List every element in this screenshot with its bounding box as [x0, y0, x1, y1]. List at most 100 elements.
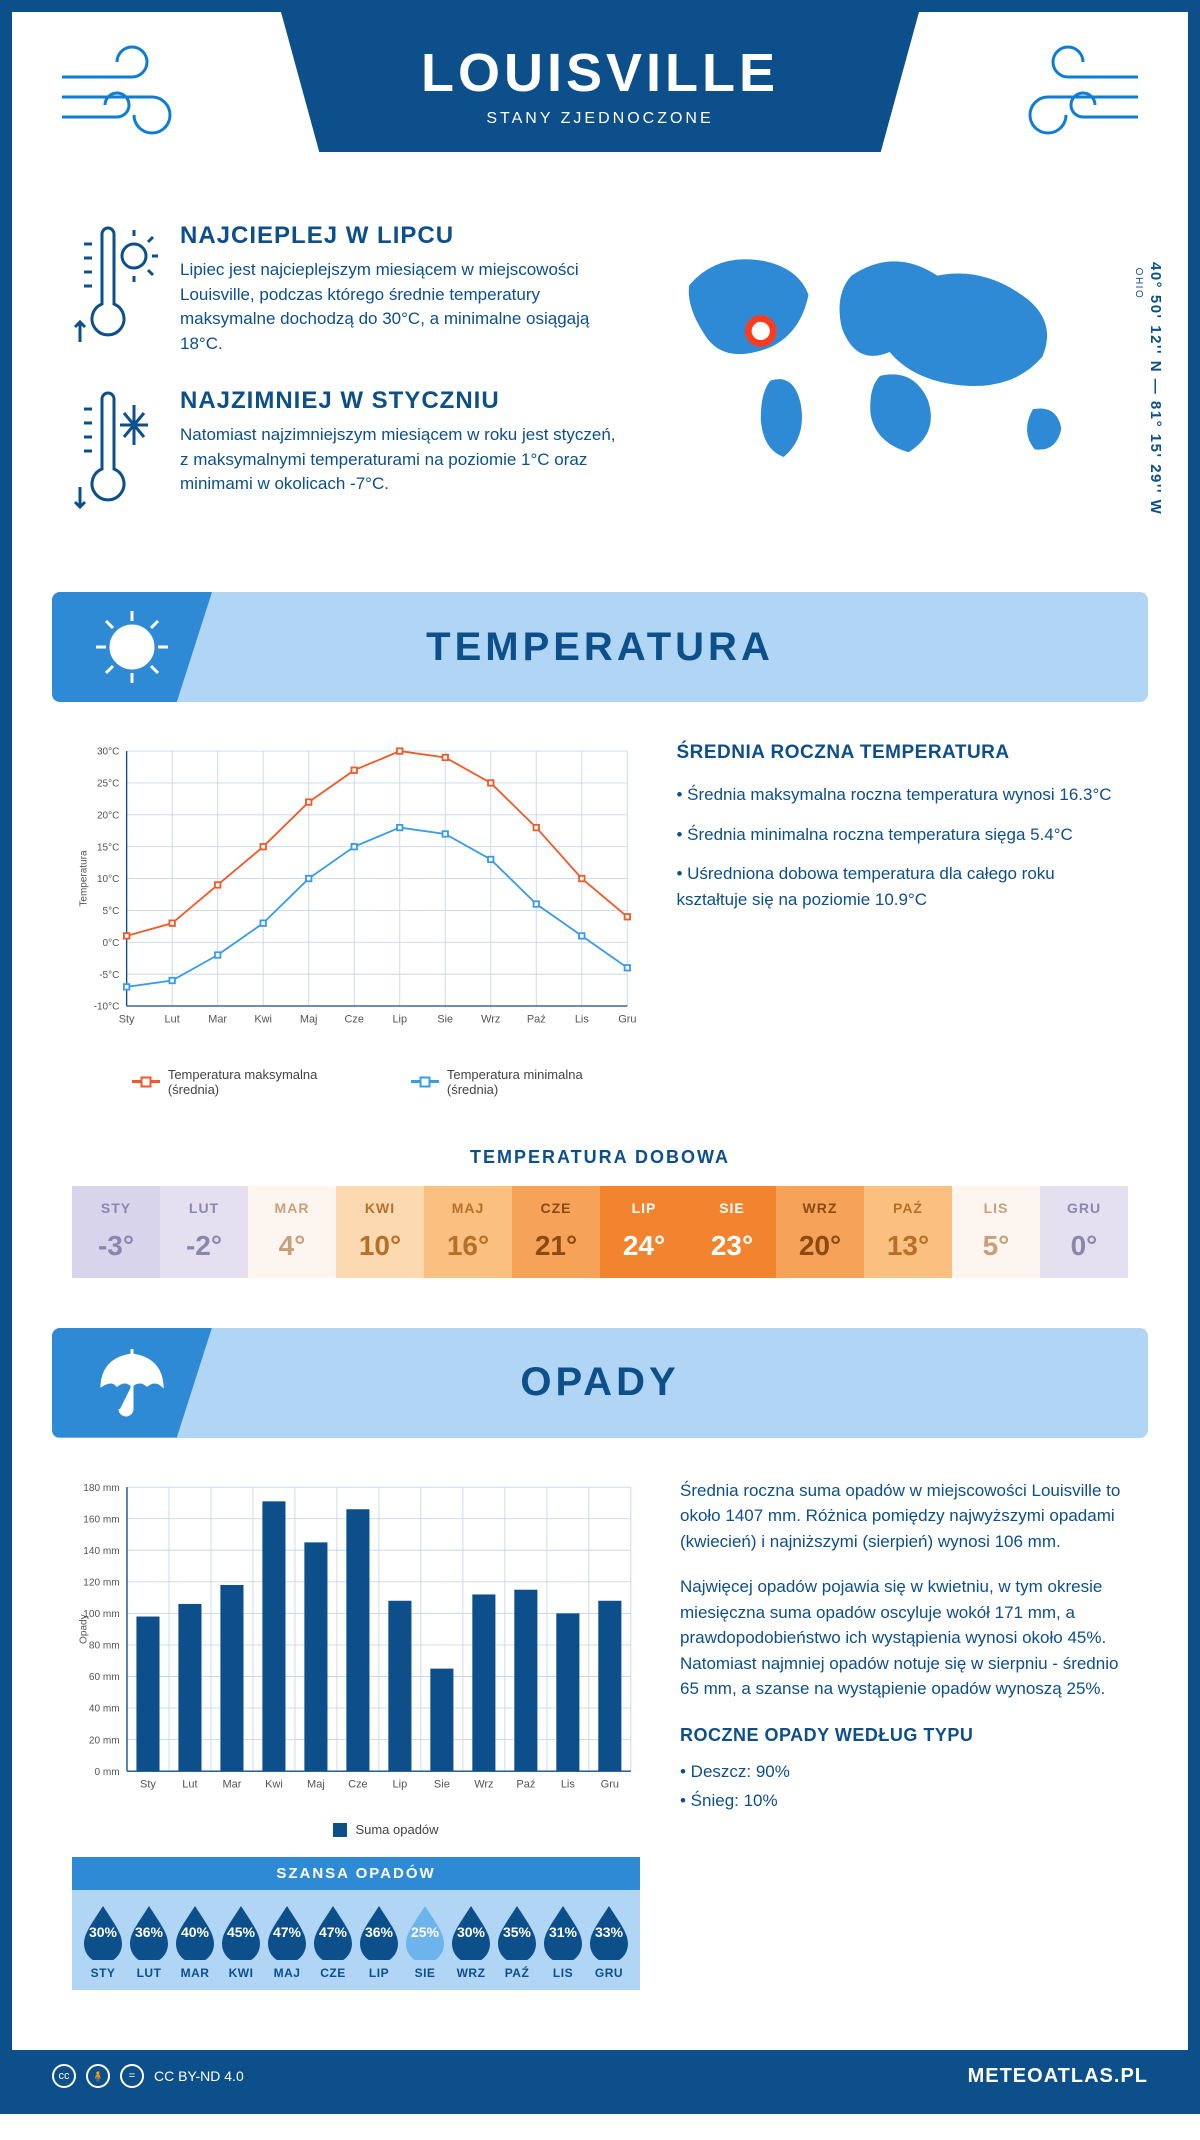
svg-text:Mar: Mar	[222, 1778, 241, 1790]
map-col: 40° 50' 12'' N — 81° 15' 29'' W OHIO	[651, 222, 1128, 552]
daily-cell: LUT-2°	[160, 1186, 248, 1278]
daily-value: 23°	[688, 1230, 776, 1262]
footer-license: cc 🧍 = CC BY-ND 4.0	[52, 2064, 244, 2088]
daily-temp-title: TEMPERATURA DOBOWA	[12, 1147, 1188, 1168]
temperature-title: TEMPERATURA	[426, 625, 774, 670]
chance-month: MAR	[172, 1966, 218, 1980]
footer-site: METEOATLAS.PL	[968, 2065, 1148, 2088]
precip-legend: Suma opadów	[72, 1812, 640, 1837]
by-icon: 🧍	[86, 2064, 110, 2088]
intro-text-col: NAJCIEPLEJ W LIPCU Lipiec jest najcieple…	[72, 222, 621, 552]
thermometer-hot-icon	[72, 222, 162, 357]
precip-legend-label: Suma opadów	[355, 1822, 438, 1837]
drop-icon: 33%	[586, 1904, 632, 1960]
svg-text:Sie: Sie	[434, 1778, 450, 1790]
drop-icon: 25%	[402, 1904, 448, 1960]
chance-cell: 36% LUT	[126, 1904, 172, 1980]
precip-type-block: ROCZNE OPADY WEDŁUG TYPU • Deszcz: 90%• …	[680, 1722, 1128, 1814]
svg-text:30°C: 30°C	[97, 747, 119, 758]
daily-month: LIS	[952, 1200, 1040, 1216]
wind-icon	[1008, 42, 1148, 152]
svg-text:Maj: Maj	[300, 1013, 318, 1025]
chance-cell: 33% GRU	[586, 1904, 632, 1980]
coords-value: 40° 50' 12'' N — 81° 15' 29'' W	[1147, 262, 1164, 515]
umbrella-icon	[52, 1328, 212, 1438]
svg-text:0 mm: 0 mm	[94, 1766, 119, 1777]
country-subtitle: STANY ZJEDNOCZONE	[421, 110, 779, 128]
precip-para-1: Średnia roczna suma opadów w miejscowośc…	[680, 1478, 1128, 1555]
svg-text:Wrz: Wrz	[481, 1013, 500, 1025]
svg-text:0°C: 0°C	[103, 938, 120, 949]
svg-text:120 mm: 120 mm	[83, 1577, 119, 1588]
svg-text:40 mm: 40 mm	[89, 1703, 120, 1714]
daily-month: WRZ	[776, 1200, 864, 1216]
temperature-section-header: TEMPERATURA	[52, 592, 1148, 702]
daily-temp-grid: STY-3°LUT-2°MAR4°KWI10°MAJ16°CZE21°LIP24…	[72, 1186, 1128, 1278]
svg-text:25°C: 25°C	[97, 779, 119, 790]
precip-row: 0 mm20 mm40 mm60 mm80 mm100 mm120 mm140 …	[12, 1438, 1188, 2011]
svg-text:Kwi: Kwi	[265, 1778, 283, 1790]
svg-text:15°C: 15°C	[97, 842, 119, 853]
svg-text:Lut: Lut	[165, 1013, 180, 1025]
svg-text:-10°C: -10°C	[94, 1002, 120, 1013]
svg-text:Gru: Gru	[601, 1778, 619, 1790]
daily-cell: LIP24°	[600, 1186, 688, 1278]
precip-type-line: • Śnieg: 10%	[680, 1788, 1128, 1814]
coords-region: OHIO	[1133, 268, 1144, 300]
svg-text:5°C: 5°C	[103, 906, 120, 917]
daily-cell: WRZ 20°	[776, 1186, 864, 1278]
footer: cc 🧍 = CC BY-ND 4.0 METEOATLAS.PL	[12, 2050, 1188, 2102]
thermometer-cold-icon	[72, 387, 162, 522]
svg-text:Lis: Lis	[561, 1778, 576, 1790]
infographic-page: LOUISVILLE STANY ZJEDNOCZONE NAJCIEPLEJ …	[0, 0, 1200, 2114]
daily-cell: MAR4°	[248, 1186, 336, 1278]
chance-cell: 30% STY	[80, 1904, 126, 1980]
svg-text:Sty: Sty	[119, 1013, 135, 1025]
svg-text:Kwi: Kwi	[254, 1013, 272, 1025]
precip-type-heading: ROCZNE OPADY WEDŁUG TYPU	[680, 1722, 1128, 1749]
svg-text:Lip: Lip	[393, 1778, 408, 1790]
precip-section-header: OPADY	[52, 1328, 1148, 1438]
daily-cell: MAJ16°	[424, 1186, 512, 1278]
daily-cell: STY -3°	[72, 1186, 160, 1278]
precip-chart-col: 0 mm20 mm40 mm60 mm80 mm100 mm120 mm140 …	[72, 1478, 640, 1991]
coldest-title: NAJZIMNIEJ W STYCZNIU	[180, 387, 621, 415]
temperature-legend: .legend-swatch[style*='#ef5a28']::after{…	[72, 1057, 636, 1097]
wind-icon	[52, 42, 192, 152]
svg-text:Sie: Sie	[437, 1013, 453, 1025]
temp-bullet: • Średnia minimalna roczna temperatura s…	[676, 822, 1128, 848]
precip-summary: Średnia roczna suma opadów w miejscowośc…	[680, 1478, 1128, 1991]
hottest-block: NAJCIEPLEJ W LIPCU Lipiec jest najcieple…	[72, 222, 621, 357]
svg-text:Cze: Cze	[348, 1778, 368, 1790]
hottest-title: NAJCIEPLEJ W LIPCU	[180, 222, 621, 250]
temperature-chart: -10°C-5°C0°C5°C10°C15°C20°C25°C30°CStyLu…	[72, 742, 636, 1097]
daily-cell: CZE21°	[512, 1186, 600, 1278]
chance-month: LIP	[356, 1966, 402, 1980]
legend-item: .legend-swatch[style*='#3a9be8']::after{…	[411, 1067, 636, 1097]
chance-panel: SZANSA OPADÓW 30% STY 36% LUT 40% MAR 45…	[72, 1857, 640, 1990]
legend-item: .legend-swatch[style*='#ef5a28']::after{…	[132, 1067, 371, 1097]
daily-cell: SIE23°	[688, 1186, 776, 1278]
daily-value: 20°	[776, 1230, 864, 1262]
svg-text:140 mm: 140 mm	[83, 1545, 119, 1556]
temperature-row: -10°C-5°C0°C5°C10°C15°C20°C25°C30°CStyLu…	[12, 702, 1188, 1117]
precip-title: OPADY	[520, 1360, 679, 1405]
drop-icon: 36%	[356, 1904, 402, 1960]
daily-month: MAR	[248, 1200, 336, 1216]
daily-value: -2°	[160, 1230, 248, 1262]
daily-value: 24°	[600, 1230, 688, 1262]
svg-text:Wrz: Wrz	[474, 1778, 493, 1790]
sun-icon	[52, 592, 212, 702]
header: LOUISVILLE STANY ZJEDNOCZONE	[12, 12, 1188, 212]
chance-month: MAJ	[264, 1966, 310, 1980]
chance-month: LIS	[540, 1966, 586, 1980]
chance-month: SIE	[402, 1966, 448, 1980]
chance-cell: 31% LIS	[540, 1904, 586, 1980]
daily-month: STY	[72, 1200, 160, 1216]
daily-value: -3°	[72, 1230, 160, 1262]
drop-icon: 47%	[310, 1904, 356, 1960]
svg-text:20 mm: 20 mm	[89, 1735, 120, 1746]
daily-value: 21°	[512, 1230, 600, 1262]
chance-cell: 36% LIP	[356, 1904, 402, 1980]
daily-value: 0°	[1040, 1230, 1128, 1262]
